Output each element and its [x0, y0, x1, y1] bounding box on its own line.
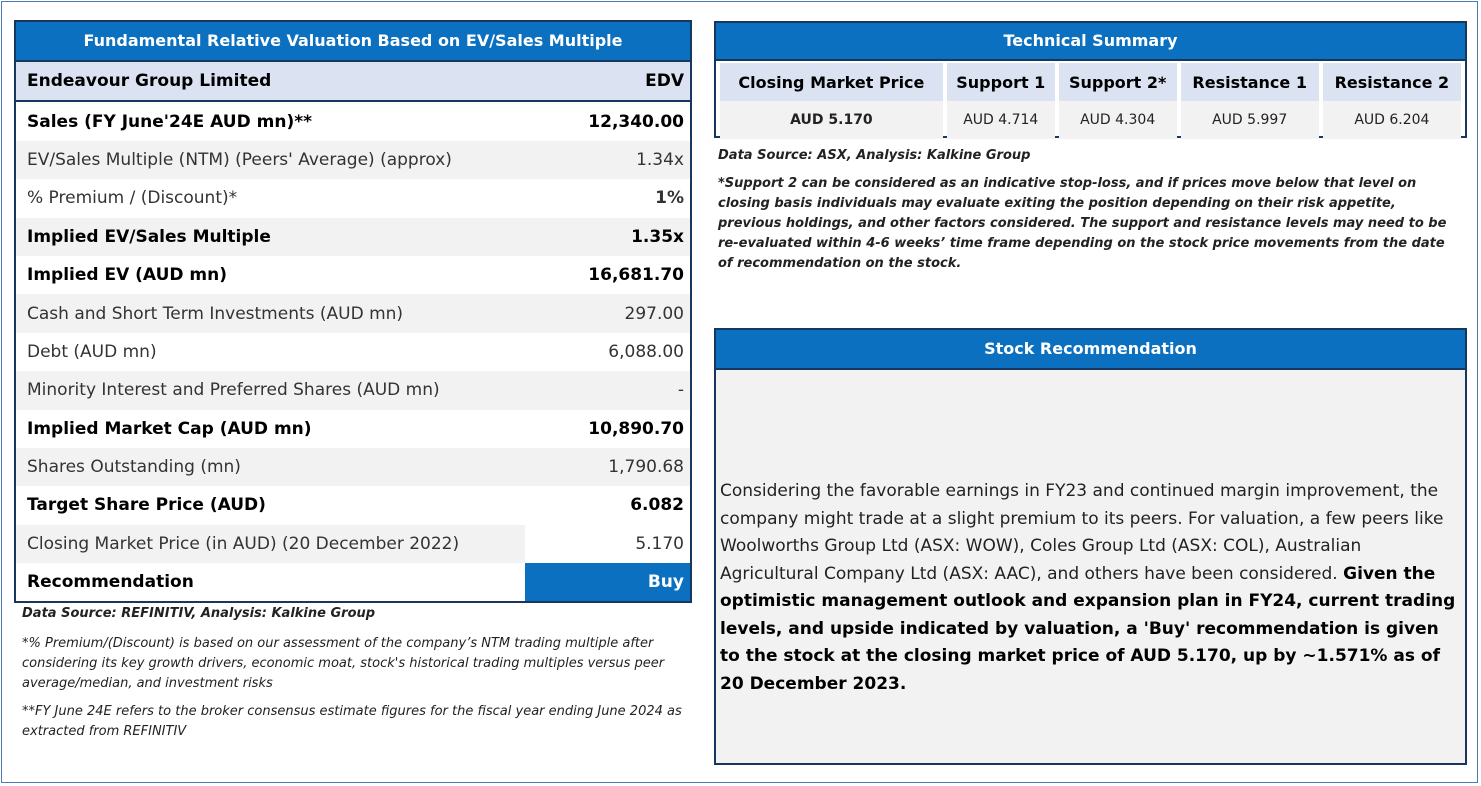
value-cell: AUD 5.997 — [1180, 101, 1319, 139]
header-cell: Resistance 1 — [1180, 63, 1319, 101]
header-cell: Support 2* — [1058, 63, 1177, 101]
row-value: 12,340.00 — [588, 111, 684, 132]
valuation-source: Data Source: REFINITIV, Analysis: Kalkin… — [22, 606, 376, 621]
row-value: 16,681.70 — [588, 265, 684, 286]
row-value: - — [677, 380, 684, 401]
recommendation-text-bold: Given the optimistic management outlook … — [720, 563, 1456, 694]
value-cell: AUD 6.204 — [1322, 101, 1461, 139]
table-row: Cash and Short Term Investments (AUD mn)… — [16, 294, 690, 333]
company-ticker: EDV — [645, 71, 684, 92]
premium-footnote: *% Premium/(Discount) is based on our as… — [22, 636, 665, 691]
row-value: 1.35x — [631, 226, 684, 247]
table-row: Implied Market Cap (AUD mn) 10,890.70 — [16, 410, 690, 448]
row-label: Implied Market Cap (AUD mn) — [27, 418, 312, 439]
row-label: Minority Interest and Preferred Shares (… — [27, 380, 440, 401]
support-footnote: *Support 2 can be considered as an indic… — [718, 176, 1447, 271]
value-cell: AUD 5.170 — [720, 101, 943, 139]
header-cell: Support 1 — [946, 63, 1055, 101]
row-label: Shares Outstanding (mn) — [27, 457, 241, 478]
valuation-title: Fundamental Relative Valuation Based on … — [16, 22, 690, 62]
header-cell: Closing Market Price — [720, 63, 943, 101]
row-label: Implied EV (AUD mn) — [27, 265, 227, 286]
technical-notes: Data Source: ASX, Analysis: Kalkine Grou… — [718, 146, 1458, 282]
technical-title: Technical Summary — [716, 23, 1465, 61]
row-value: 6.082 — [630, 495, 684, 516]
company-name: Endeavour Group Limited — [27, 71, 272, 92]
recommendation-badge: Buy — [525, 563, 690, 602]
stock-recommendation: Stock Recommendation Considering the fav… — [714, 328, 1467, 765]
row-label: Recommendation — [27, 572, 194, 593]
header-cell: Resistance 2 — [1322, 63, 1461, 101]
table-row: Closing Market Price (in AUD) (20 Decemb… — [16, 524, 690, 564]
row-value: 6,088.00 — [608, 341, 684, 362]
row-value: 10,890.70 — [588, 418, 684, 439]
row-value: 1.34x — [636, 149, 684, 170]
table-row: Implied EV/Sales Multiple 1.35x — [16, 217, 690, 256]
valuation-notes: Data Source: REFINITIV, Analysis: Kalkin… — [22, 604, 692, 750]
table-row: Sales (FY June'24E AUD mn)** 12,340.00 — [16, 102, 690, 140]
recommendation-title: Stock Recommendation — [716, 330, 1465, 370]
valuation-table: Fundamental Relative Valuation Based on … — [14, 20, 692, 604]
row-label: Target Share Price (AUD) — [27, 495, 266, 516]
row-label: Sales (FY June'24E AUD mn)** — [27, 111, 313, 132]
company-row: Endeavour Group Limited EDV — [16, 62, 690, 103]
technical-source: Data Source: ASX, Analysis: Kalkine Grou… — [718, 148, 1031, 163]
row-label: % Premium / (Discount)* — [27, 188, 238, 209]
row-value: 297.00 — [624, 303, 684, 324]
row-label: EV/Sales Multiple (NTM) (Peers' Average)… — [27, 149, 452, 170]
recommendation-text: Considering the favorable earnings in FY… — [720, 478, 1460, 698]
row-value: 1,790.68 — [608, 457, 684, 478]
value-cell: AUD 4.714 — [946, 101, 1055, 139]
table-row: Implied EV (AUD mn) 16,681.70 — [16, 256, 690, 294]
row-label: Closing Market Price (in AUD) (20 Decemb… — [16, 524, 525, 564]
recommendation-row: Recommendation Buy — [16, 563, 690, 602]
value-cell: AUD 4.304 — [1058, 101, 1177, 139]
table-row: Minority Interest and Preferred Shares (… — [16, 371, 690, 410]
technical-summary: Technical Summary Closing Market Price S… — [714, 21, 1467, 139]
row-label: Implied EV/Sales Multiple — [27, 226, 271, 247]
table-row: Target Share Price (AUD) 6.082 — [16, 486, 690, 524]
table-row: Debt (AUD mn) 6,088.00 — [16, 333, 690, 371]
row-value: 5.170 — [525, 524, 690, 564]
table-row: % Premium / (Discount)* 1% — [16, 179, 690, 217]
recommendation-text-plain: Considering the favorable earnings in FY… — [720, 481, 1444, 584]
technical-table: Closing Market Price Support 1 Support 2… — [716, 63, 1465, 139]
table-row: EV/Sales Multiple (NTM) (Peers' Average)… — [16, 140, 690, 180]
row-label: Debt (AUD mn) — [27, 341, 157, 362]
row-label: Cash and Short Term Investments (AUD mn) — [27, 303, 404, 324]
fy-footnote: **FY June 24E refers to the broker conse… — [22, 704, 682, 739]
row-value: 1% — [655, 188, 684, 209]
table-row: Shares Outstanding (mn) 1,790.68 — [16, 447, 690, 487]
